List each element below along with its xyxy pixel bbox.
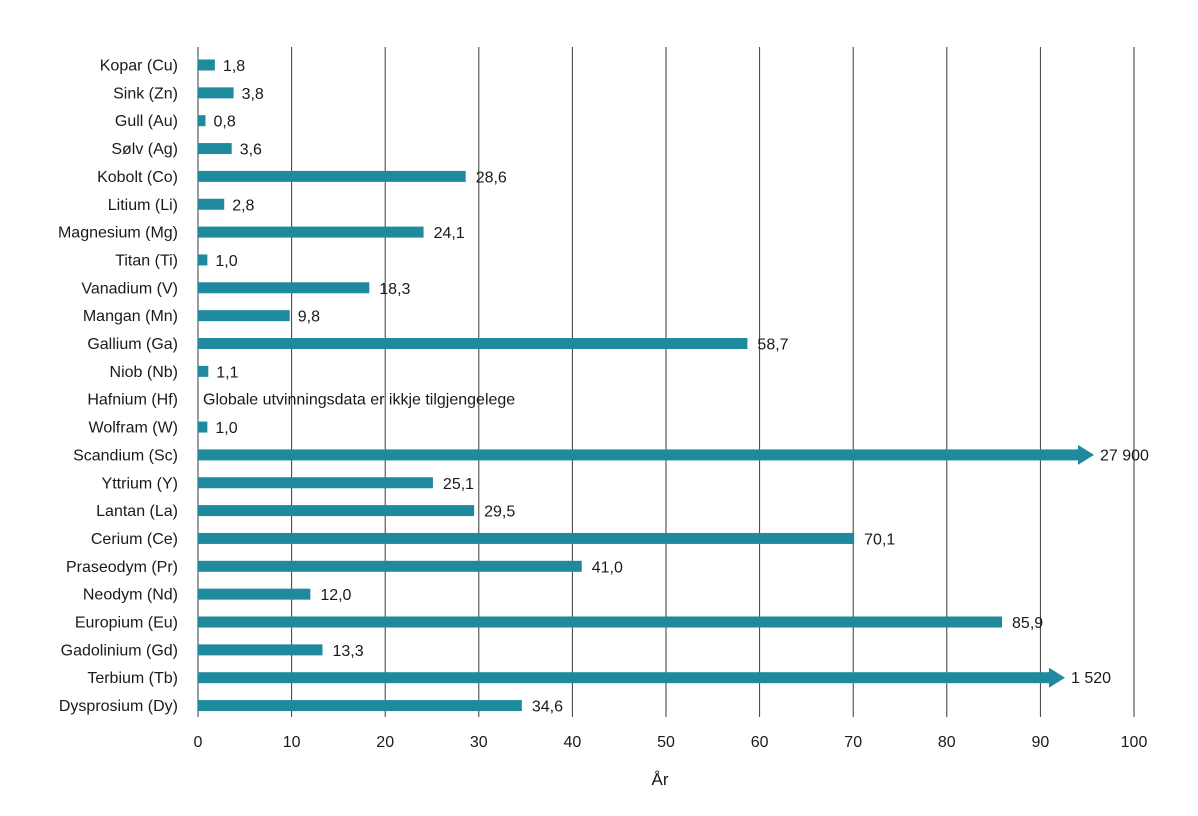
category-label: Magnesium (Mg) — [58, 225, 178, 242]
bar — [198, 644, 323, 656]
category-label: Gadolinium (Gd) — [61, 642, 178, 659]
x-tick-label: 40 — [564, 734, 582, 751]
category-label: Terbium (Tb) — [87, 670, 178, 687]
bar — [198, 59, 215, 71]
category-label: Hafnium (Hf) — [87, 392, 178, 409]
value-label: 1,1 — [216, 364, 238, 381]
category-label: Scandium (Sc) — [73, 447, 178, 464]
value-label: 1,0 — [215, 420, 237, 437]
bar — [198, 477, 433, 489]
bar — [198, 338, 748, 349]
bar — [198, 588, 311, 600]
x-tick-label: 0 — [194, 734, 203, 751]
x-tick-label: 100 — [1121, 734, 1148, 751]
category-label: Kopar (Cu) — [100, 58, 178, 75]
category-label: Dysprosium (Dy) — [59, 698, 178, 715]
bar — [198, 700, 522, 712]
bars — [198, 59, 1094, 712]
category-label: Sølv (Ag) — [111, 141, 178, 158]
x-tick-label: 20 — [376, 734, 394, 751]
value-label: 0,8 — [213, 114, 235, 131]
category-label: Mangan (Mn) — [83, 308, 178, 325]
bar — [198, 115, 206, 127]
category-label: Vanadium (V) — [81, 280, 178, 297]
bar-arrow — [1049, 667, 1065, 688]
x-tick-label: 10 — [283, 734, 301, 751]
bar — [198, 449, 1078, 461]
bar — [198, 505, 475, 517]
value-label: 1 520 — [1071, 670, 1111, 687]
value-label: 13,3 — [332, 643, 363, 660]
value-label: 70,1 — [864, 531, 895, 548]
category-label: Cerium (Ce) — [91, 531, 178, 548]
x-axis-title: År — [652, 770, 669, 789]
value-label: 28,6 — [476, 169, 507, 186]
value-label: 3,6 — [240, 142, 262, 159]
bar — [198, 310, 290, 322]
bar — [198, 226, 424, 238]
value-label: 85,9 — [1012, 615, 1043, 632]
value-label: 18,3 — [379, 281, 410, 298]
value-label: 1,8 — [223, 58, 245, 75]
bar — [198, 421, 208, 433]
x-tick-label: 60 — [751, 734, 769, 751]
category-label: Wolfram (W) — [89, 420, 178, 437]
value-label: 3,8 — [242, 86, 264, 103]
x-tick-label: 80 — [938, 734, 956, 751]
category-label: Kobolt (Co) — [97, 169, 178, 186]
category-label: Niob (Nb) — [110, 364, 178, 381]
bar-arrow — [1078, 444, 1094, 465]
category-label: Sink (Zn) — [113, 85, 178, 102]
value-label: 9,8 — [298, 309, 320, 326]
value-label: 41,0 — [592, 559, 623, 576]
bar — [198, 143, 232, 155]
data-note: Globale utvinningsdata er ikkje tilgjeng… — [203, 392, 515, 409]
value-labels: 1,8 3,8 0,8 3,6 28,6 2,8 24,1 1,0 18,3 9,8 58,7 1,1… — [203, 58, 1149, 716]
x-tick-label: 30 — [470, 734, 488, 751]
category-label: Praseodym (Pr) — [66, 559, 178, 576]
bar — [198, 560, 582, 572]
value-label: 12,0 — [320, 587, 351, 604]
value-label: 58,7 — [757, 337, 788, 354]
category-label: Litium (Li) — [108, 197, 178, 214]
bar — [198, 254, 208, 266]
category-label: Europium (Eu) — [75, 615, 178, 632]
bar — [198, 672, 1049, 684]
category-label: Neodym (Nd) — [83, 587, 178, 604]
grid — [197, 47, 1135, 717]
category-label: Yttrium (Y) — [102, 475, 178, 492]
x-tick-label: 70 — [844, 734, 862, 751]
value-label: 34,6 — [532, 699, 563, 716]
category-labels: Kopar (Cu) Sink (Zn) Gull (Au) Sølv (Ag) Kob… — [58, 58, 178, 716]
bar — [198, 616, 1003, 628]
value-label: 29,5 — [484, 504, 515, 521]
value-label: 24,1 — [434, 225, 465, 242]
x-tick-label: 50 — [657, 734, 675, 751]
bar — [198, 532, 855, 544]
bar — [198, 365, 209, 377]
value-label: 2,8 — [232, 197, 254, 214]
category-label: Gallium (Ga) — [87, 336, 178, 353]
x-tick-labels: 0 10 20 30 40 50 60 70 80 90 100 — [194, 734, 1148, 751]
bar — [198, 87, 234, 99]
category-label: Lantan (La) — [96, 503, 178, 520]
bar — [198, 198, 225, 210]
category-label: Titan (Ti) — [115, 252, 178, 269]
x-tick-label: 90 — [1032, 734, 1050, 751]
value-label: 1,0 — [215, 253, 237, 270]
bar — [198, 170, 466, 182]
bar — [198, 282, 370, 294]
value-label: 27 900 — [1100, 447, 1149, 464]
category-label: Gull (Au) — [115, 113, 178, 130]
value-label: 25,1 — [443, 476, 474, 493]
